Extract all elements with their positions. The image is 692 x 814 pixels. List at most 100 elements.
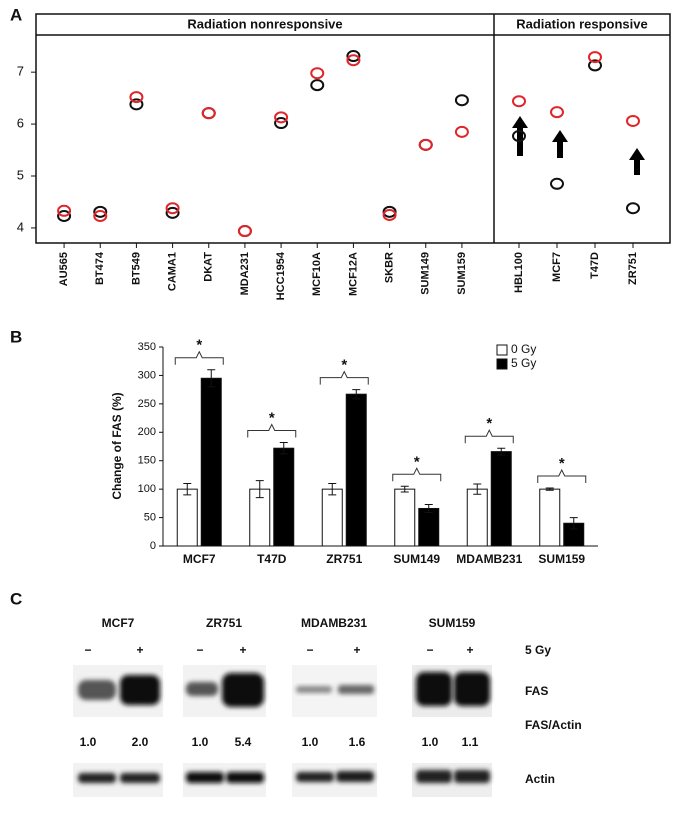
x-tick-label: T47D [589, 252, 601, 279]
dot [165, 206, 180, 219]
x-tick-label: HCC1954 [275, 251, 287, 300]
dot [550, 106, 564, 119]
band [338, 685, 374, 694]
bracket [392, 467, 442, 482]
x-tick-label: MCF12A [347, 252, 359, 296]
arrow [512, 116, 528, 156]
significance: * [269, 409, 275, 426]
panel-label: A [10, 5, 22, 24]
bracket [174, 350, 224, 365]
dot [201, 107, 216, 120]
blots [73, 665, 492, 797]
dot [57, 209, 72, 222]
y-tick-label: 50 [144, 511, 156, 523]
dot [274, 111, 289, 124]
bar [490, 451, 512, 547]
cell-line: SUM159 [429, 616, 476, 630]
legend-label: 5 Gy [511, 356, 536, 370]
ratio: 1.0 [80, 735, 97, 749]
ratio-label: FAS/Actin [525, 718, 582, 732]
significance: * [414, 453, 420, 470]
band [78, 680, 116, 700]
y-tick-label: 5 [17, 167, 24, 182]
band [186, 682, 218, 696]
bracket [319, 370, 369, 385]
band [296, 772, 334, 782]
bar [273, 447, 295, 547]
band [120, 773, 160, 783]
significance: * [196, 337, 202, 354]
dot [310, 67, 325, 80]
band [336, 771, 374, 782]
bar [321, 488, 343, 547]
band [296, 686, 332, 693]
lane-label: + [239, 643, 246, 657]
error-bar [279, 442, 288, 455]
dot [346, 54, 361, 67]
ratio: 1.0 [302, 735, 319, 749]
y-tick-label: 6 [17, 116, 24, 131]
x-tick-label: MCF10A [311, 252, 323, 296]
x-tick-label: SUM159 [456, 252, 468, 295]
band [78, 773, 116, 783]
x-tick-label: MCF7 [183, 552, 216, 566]
arrow [629, 148, 645, 175]
y-tick-label: 200 [138, 426, 156, 438]
actin-label: Actin [525, 772, 555, 786]
y-tick-label: 250 [138, 398, 156, 410]
bar [394, 488, 416, 547]
bracket [537, 468, 587, 484]
lane-label: − [196, 643, 203, 657]
dot [165, 202, 180, 215]
dot [512, 95, 526, 108]
cell-line: ZR751 [206, 616, 242, 630]
error-bar [473, 483, 482, 495]
panel-label: B [10, 327, 22, 346]
bracket [247, 423, 297, 438]
x-tick-label: CAMA1 [166, 252, 178, 291]
y-tick-label: 150 [138, 455, 156, 467]
group-label: Radiation responsive [516, 16, 647, 31]
x-tick-label: ZR751 [326, 552, 362, 566]
dot [93, 209, 108, 222]
y-tick-label: 4 [17, 219, 24, 234]
error-bar [497, 447, 506, 456]
legend-swatch [496, 358, 508, 370]
x-tick-label: MDAMB231 [456, 552, 522, 566]
dot [418, 138, 433, 151]
lane-label: − [426, 643, 433, 657]
y-tick-label: 100 [138, 483, 156, 495]
error-bar [400, 485, 409, 493]
significance: * [559, 455, 565, 472]
band [226, 772, 264, 783]
x-tick-label: AU565 [58, 252, 70, 286]
bar [200, 377, 222, 547]
band [454, 672, 490, 706]
ratio: 5.4 [235, 735, 252, 749]
y-tick-label: 7 [17, 64, 24, 79]
dot [310, 79, 325, 92]
error-bar [255, 480, 264, 499]
error-bar [207, 369, 216, 388]
bar [176, 488, 198, 547]
dot [129, 98, 144, 111]
error-bar [569, 517, 578, 530]
dot [346, 50, 361, 63]
error-bar [352, 389, 361, 400]
x-tick-label: T47D [257, 552, 287, 566]
x-tick-label: SUM149 [393, 552, 440, 566]
lane-label: + [353, 643, 360, 657]
bar [418, 507, 440, 547]
band [186, 772, 224, 783]
x-tick-label: BT549 [130, 252, 142, 285]
dot [93, 205, 108, 218]
panel-a-frame [35, 13, 671, 244]
cell-line: MCF7 [102, 616, 135, 630]
band [454, 770, 490, 783]
y-tick-label: 350 [138, 341, 156, 353]
lane-label: − [306, 643, 313, 657]
lane-label: − [84, 643, 91, 657]
x-tick-label: ZR751 [627, 252, 639, 285]
